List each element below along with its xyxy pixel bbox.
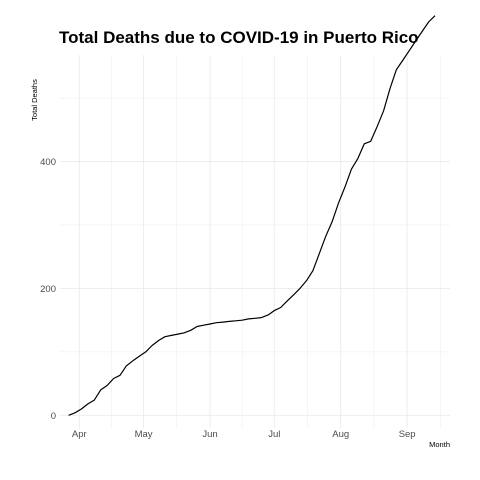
x-tick-label: Jun <box>202 429 217 440</box>
chart-title: Total Deaths due to COVID-19 in Puerto R… <box>59 28 419 47</box>
x-axis-label: Month <box>429 440 450 449</box>
grid-layer <box>60 55 450 428</box>
y-tick-label: 200 <box>40 284 56 295</box>
x-tick-label: Jul <box>268 429 280 440</box>
y-tick-label: 400 <box>40 157 56 168</box>
x-tick-label: May <box>135 429 153 440</box>
y-axis-label: Total Deaths <box>30 79 39 121</box>
x-tick-labels: Apr May Jun Jul Aug Sep <box>72 429 416 440</box>
x-tick-label: Apr <box>72 429 87 440</box>
y-tick-labels: 0 200 400 <box>40 157 56 422</box>
y-tick-label: 0 <box>51 411 56 422</box>
x-tick-label: Sep <box>399 429 416 440</box>
line-layer <box>68 15 436 416</box>
series-line-total-deaths <box>68 15 436 416</box>
x-tick-label: Aug <box>332 429 349 440</box>
